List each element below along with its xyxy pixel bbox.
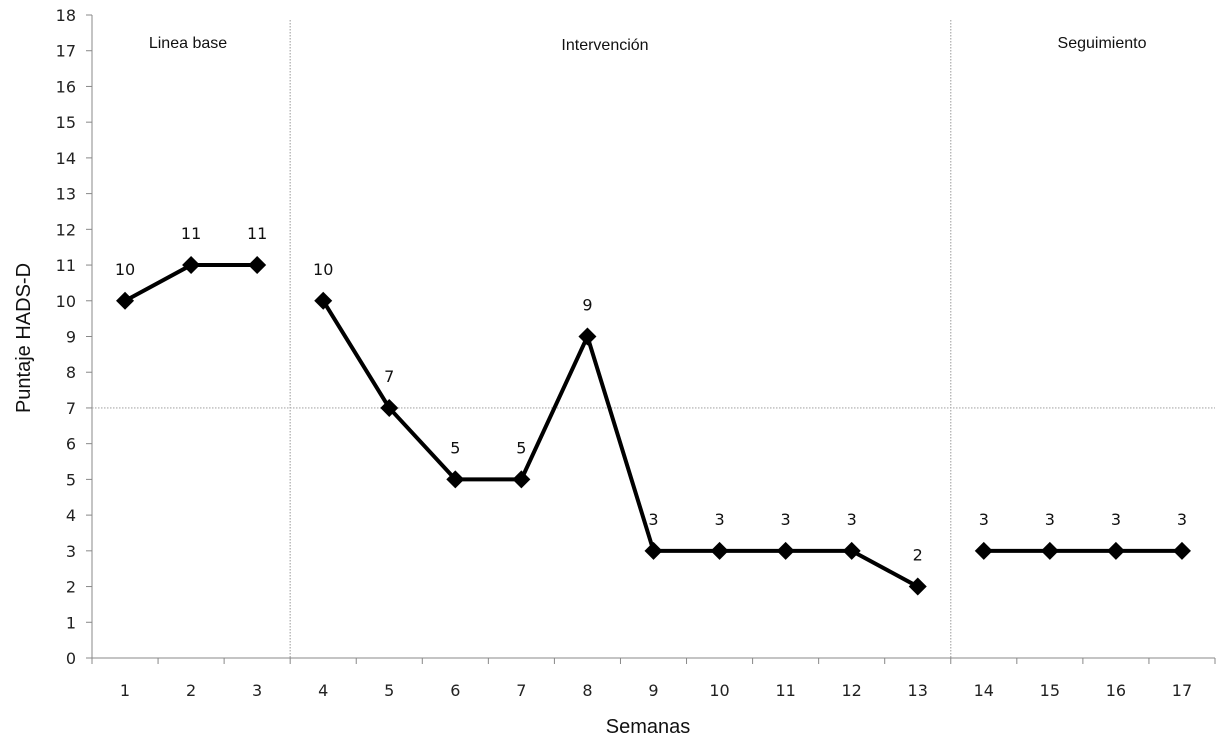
x-tick-label: 3 — [252, 681, 262, 700]
series-lines — [124, 263, 1182, 589]
y-tick-label: 11 — [56, 256, 76, 275]
phase-label-followup: Seguimiento — [1058, 35, 1147, 52]
y-tick-label: 8 — [66, 363, 76, 382]
reference-lines — [92, 20, 1215, 658]
x-tick-label: 10 — [709, 681, 729, 700]
y-tick-label: 16 — [56, 77, 76, 96]
phase-label-baseline: Linea base — [149, 35, 227, 52]
x-tick-label: 7 — [516, 681, 526, 700]
y-tick-label: 0 — [66, 649, 76, 668]
data-label: 3 — [1111, 510, 1121, 529]
data-label: 9 — [582, 296, 592, 315]
y-tick-label: 12 — [56, 220, 76, 239]
data-label: 5 — [450, 438, 460, 457]
y-tick-label: 5 — [66, 470, 76, 489]
data-label: 10 — [313, 260, 333, 279]
y-tick-label: 10 — [56, 292, 76, 311]
diamond-marker — [578, 327, 597, 346]
diamond-marker — [380, 398, 399, 417]
x-tick-label: 15 — [1040, 681, 1060, 700]
series-line-2 — [321, 299, 919, 589]
diamond-marker — [842, 541, 861, 560]
data-label: 3 — [648, 510, 658, 529]
data-label: 5 — [516, 438, 526, 457]
x-tick-label: 2 — [186, 681, 196, 700]
x-tick-label: 6 — [450, 681, 460, 700]
x-tick-label: 5 — [384, 681, 394, 700]
diamond-marker — [182, 256, 201, 275]
x-tick-label: 16 — [1106, 681, 1126, 700]
data-label: 3 — [1045, 510, 1055, 529]
x-tick-label: 17 — [1172, 681, 1192, 700]
y-axis-title: Puntaje HADS-D — [13, 263, 35, 413]
y-tick-label: 7 — [66, 399, 76, 418]
data-label: 11 — [181, 224, 201, 243]
data-label: 3 — [1177, 510, 1187, 529]
phase-labels: Linea base Intervención Seguimiento — [149, 35, 1147, 54]
x-axis-title: Semanas — [606, 716, 691, 738]
diamond-marker — [974, 541, 993, 560]
x-tick-label: 14 — [974, 681, 994, 700]
y-tick-label: 6 — [66, 435, 76, 454]
x-tick-label: 4 — [318, 681, 328, 700]
y-tick-label: 9 — [66, 328, 76, 347]
phase-label-intervention: Intervención — [561, 37, 648, 54]
data-label: 3 — [781, 510, 791, 529]
y-tick-label: 13 — [56, 185, 76, 204]
y-tick-label: 3 — [66, 542, 76, 561]
diamond-marker — [116, 291, 135, 310]
diamond-marker — [644, 541, 663, 560]
diamond-marker — [710, 541, 729, 560]
y-tick-label: 4 — [66, 506, 76, 525]
data-markers — [116, 256, 1191, 596]
diamond-marker — [1172, 541, 1191, 560]
diamond-marker — [1106, 541, 1125, 560]
axes — [86, 14, 1216, 664]
x-tick-label: 8 — [582, 681, 592, 700]
data-label: 7 — [384, 367, 394, 386]
diamond-marker — [1040, 541, 1059, 560]
y-tick-label: 17 — [56, 42, 76, 61]
data-label: 10 — [115, 260, 135, 279]
diamond-marker — [776, 541, 795, 560]
diamond-marker — [512, 470, 531, 489]
x-tick-label: 13 — [908, 681, 928, 700]
data-label: 3 — [714, 510, 724, 529]
x-tick-label: 1 — [120, 681, 130, 700]
y-tick-label: 1 — [66, 613, 76, 632]
data-label: 3 — [847, 510, 857, 529]
diamond-marker — [446, 470, 465, 489]
diamond-marker — [908, 577, 927, 596]
x-tick-label: 11 — [775, 681, 795, 700]
data-label: 2 — [913, 546, 923, 565]
data-label: 11 — [247, 224, 267, 243]
diamond-marker — [314, 291, 333, 310]
y-tick-label: 15 — [56, 113, 76, 132]
data-label: 3 — [979, 510, 989, 529]
y-tick-label: 14 — [56, 149, 76, 168]
data-labels: 10 11 11 10 7 5 5 9 3 3 3 3 2 3 3 3 3 — [115, 224, 1187, 565]
x-tick-label: 12 — [841, 681, 861, 700]
y-tick-label: 18 — [56, 6, 76, 25]
y-tick-label: 2 — [66, 578, 76, 597]
diamond-marker — [248, 256, 267, 275]
x-tick-label: 9 — [648, 681, 658, 700]
